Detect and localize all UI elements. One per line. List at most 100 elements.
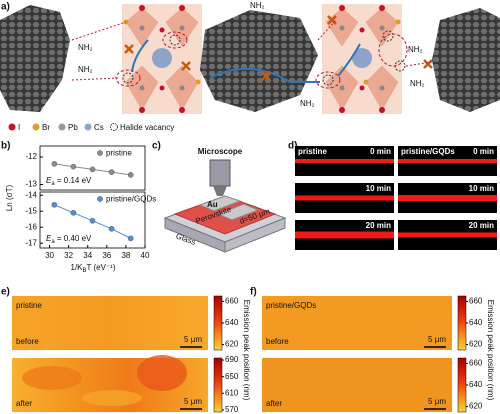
vacancy-rings: [315, 71, 341, 89]
colorbar-tick-label: 660: [225, 297, 239, 306]
sample-label: pristine/GQDs: [266, 301, 316, 310]
colorbar-tick-label: 610: [225, 388, 239, 397]
panel-a: a) NH₂ NH₂ NH₂ NH₂ NH₂ NH₂ I Br Pb Cs Ha…: [0, 1, 500, 132]
y-tick-label: -14: [25, 190, 37, 199]
atoms: [339, 25, 345, 31]
legend: I Br Pb Cs Halide vacancy: [8, 123, 174, 132]
x-tick-label: 30: [45, 251, 54, 260]
atoms: [139, 5, 145, 11]
legend: [58, 123, 66, 131]
y-tick-label: -16: [25, 222, 37, 231]
time-label: 20 min: [469, 221, 494, 230]
state-label: after: [266, 399, 282, 408]
legend: [84, 123, 92, 131]
ea-part: a: [51, 181, 55, 187]
scale-bar-label: 5 μm: [184, 397, 202, 406]
panel-b: b) Ln (σT) 1/KBT (eV⁻¹) -12 -13 pristine Ea…: [1, 141, 156, 274]
legend-label: Br: [42, 123, 50, 132]
data-point: [89, 217, 96, 224]
legend-label: Cs: [94, 123, 104, 132]
migration-arrows: [337, 43, 361, 77]
heatmap: [262, 296, 452, 350]
legend: [110, 123, 118, 131]
cs-atom: [152, 48, 172, 68]
ea-part: a: [51, 239, 55, 245]
block-marks: [423, 59, 433, 69]
panel-d: d) pristine 0 min 10 min 20 min pristine/GQD…: [288, 141, 497, 274]
x-axis-label: 1/KBT (eV⁻¹): [71, 263, 116, 273]
sample-label: pristine/GQDs: [401, 147, 455, 156]
panel-label: a): [1, 2, 10, 13]
x-tick-label: 32: [64, 251, 73, 260]
sample-label: pristine: [16, 301, 42, 310]
colorbar-tick-label: 620: [469, 340, 483, 349]
panel-f: f) Emission peak position (nm) pristine/G…: [250, 287, 495, 413]
legend-label: pristine/GQDs: [106, 195, 156, 204]
x-tick-label: 40: [141, 251, 150, 260]
legend-label: pristine: [106, 149, 132, 158]
atoms: [363, 79, 369, 85]
scale-bar-label: 5 μm: [428, 397, 446, 406]
amine: NH₂: [408, 45, 423, 54]
legend-label: Pb: [68, 123, 78, 132]
atoms: [379, 107, 385, 113]
atoms: [339, 5, 345, 11]
sample-label: pristine: [298, 147, 327, 156]
vacancy-rings: [378, 33, 408, 67]
ea-part: E: [46, 176, 52, 185]
colorbar-title: Emission peak position (nm): [486, 300, 495, 401]
label: Microscope: [198, 147, 243, 156]
x-axis-label: B: [83, 268, 87, 274]
amine: NH₂: [410, 79, 425, 88]
atoms: [179, 107, 185, 113]
colorbar: [213, 295, 223, 351]
objective: [209, 159, 231, 187]
state-label: before: [16, 337, 39, 346]
colorbar: [213, 357, 223, 413]
y-tick-label: -17: [25, 238, 37, 247]
state-label: after: [16, 399, 32, 408]
data-point: [127, 172, 134, 178]
panel-label: b): [1, 141, 10, 152]
legend: [32, 123, 40, 131]
pl-strip: [295, 195, 394, 201]
data-point: [89, 166, 96, 173]
heatmap-patch: [82, 390, 142, 406]
atoms: [179, 5, 185, 11]
block-marks: [261, 71, 271, 81]
atoms: [339, 107, 345, 113]
objective-tip: [213, 186, 227, 196]
heatmap-patch: [22, 366, 82, 390]
data-point: [51, 201, 58, 208]
data-point: [70, 163, 77, 170]
heatmap: [12, 296, 208, 350]
x-tick-label: 38: [121, 251, 130, 260]
panel-label: e): [1, 287, 10, 298]
colorbar-tick-label: 620: [469, 402, 483, 411]
colorbar-tick-label: 640: [225, 318, 239, 327]
colorbar-tick-label: 620: [225, 340, 239, 349]
atoms: [159, 85, 165, 91]
atoms: [395, 19, 401, 25]
h-bonds: [317, 19, 337, 41]
atoms: [359, 27, 365, 33]
scale-bar-label: 5 μm: [184, 335, 202, 344]
vacancy-rings: [162, 31, 188, 49]
legend-marker: [97, 150, 103, 156]
amine: NH₂: [250, 1, 265, 10]
glass-side: [224, 217, 286, 253]
colorbar: [457, 295, 467, 351]
y-axis-label: Ln (σT): [5, 185, 14, 212]
activation-energy: Ea = 0.14 eV: [46, 176, 92, 186]
time-label: 10 min: [366, 184, 391, 193]
gqd: [432, 8, 500, 112]
atoms: [123, 5, 401, 113]
panel-label: f): [250, 287, 257, 298]
x-axis-label: 1/K: [71, 263, 84, 272]
data-point: [127, 235, 134, 242]
plot-frame: [39, 145, 146, 191]
pl-strip: [295, 159, 394, 163]
pl-strip: [295, 231, 394, 239]
y-tick-label: -13: [25, 180, 37, 189]
